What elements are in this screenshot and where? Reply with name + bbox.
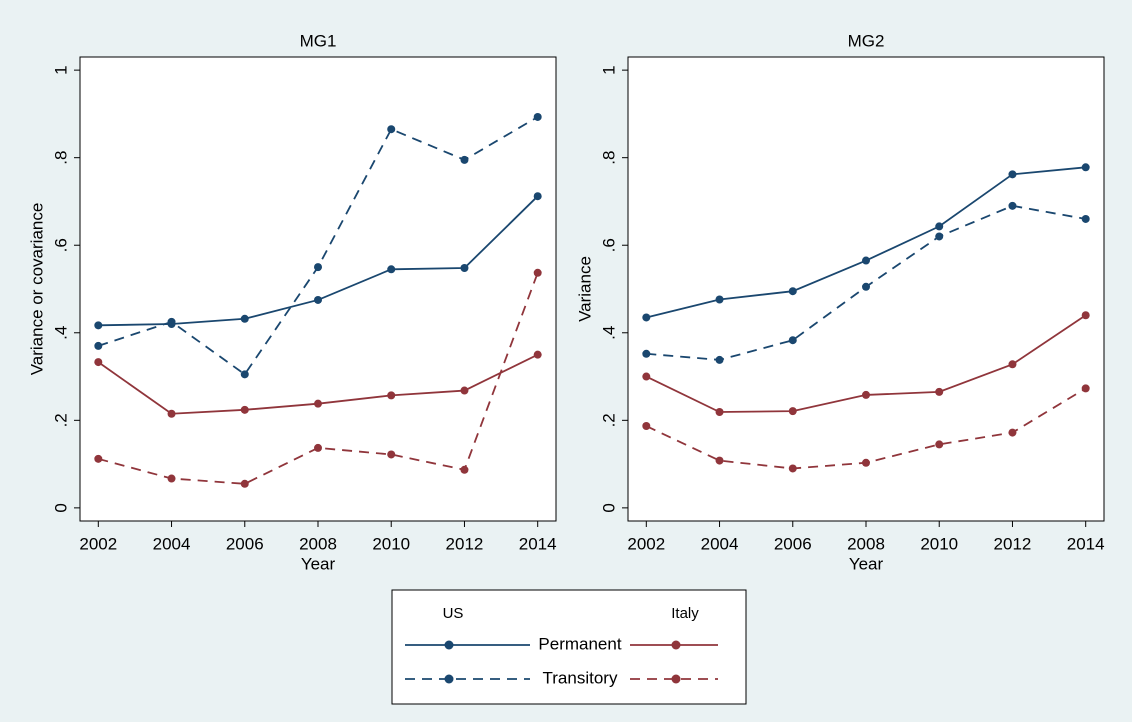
y-axis-label: Variance or covariance <box>27 203 46 376</box>
legend-marker <box>444 674 454 684</box>
data-point <box>94 341 103 350</box>
data-point <box>788 287 797 296</box>
data-point <box>314 295 322 304</box>
y-tick-label: 1 <box>51 65 70 74</box>
x-tick-label: 2010 <box>920 534 958 553</box>
x-tick-label: 2008 <box>847 534 885 553</box>
data-point <box>314 263 322 272</box>
data-point <box>314 443 322 452</box>
data-point <box>788 407 797 416</box>
data-point <box>460 465 469 474</box>
data-point <box>240 405 249 414</box>
data-point <box>862 282 870 291</box>
data-point <box>94 321 103 330</box>
data-point <box>167 409 176 418</box>
data-point <box>240 314 249 323</box>
panel-title: MG1 <box>300 31 337 50</box>
data-point <box>642 422 651 431</box>
data-point <box>387 265 396 274</box>
data-point <box>94 358 103 367</box>
data-point <box>533 192 542 201</box>
x-tick-label: 2006 <box>226 534 264 553</box>
data-point <box>1008 201 1017 210</box>
x-axis-label: Year <box>301 554 336 573</box>
data-point <box>935 440 944 449</box>
data-point <box>533 268 542 277</box>
x-tick-label: 2014 <box>519 534 557 553</box>
y-tick-label: .8 <box>51 151 70 165</box>
y-tick-label: 0 <box>599 503 618 512</box>
data-point <box>642 313 651 322</box>
data-point <box>1008 428 1017 437</box>
data-point <box>1008 170 1017 179</box>
data-point <box>533 112 542 121</box>
data-point <box>387 391 396 400</box>
data-point <box>94 454 103 463</box>
legend-column-header: Italy <box>671 605 699 622</box>
data-point <box>240 479 249 488</box>
x-tick-label: 2006 <box>774 534 812 553</box>
data-point <box>1081 214 1090 223</box>
data-point <box>642 372 651 381</box>
x-axis-label: Year <box>849 554 884 573</box>
data-point <box>240 370 249 379</box>
data-point <box>935 232 944 241</box>
data-point <box>788 464 797 473</box>
data-point <box>460 386 469 395</box>
x-tick-label: 2004 <box>701 534 739 553</box>
data-point <box>460 155 469 164</box>
y-tick-label: .8 <box>599 151 618 165</box>
x-tick-label: 2004 <box>153 534 191 553</box>
data-point <box>387 125 396 134</box>
data-point <box>314 399 322 408</box>
legend-column-header: US <box>443 605 464 622</box>
legend-label: Transitory <box>543 668 618 687</box>
x-tick-label: 2012 <box>994 534 1032 553</box>
data-point <box>715 295 724 304</box>
y-tick-label: .4 <box>51 326 70 340</box>
data-point <box>862 458 870 467</box>
y-tick-label: .6 <box>51 238 70 252</box>
y-axis-label: Variance <box>575 256 594 322</box>
data-point <box>642 349 651 358</box>
data-point <box>788 336 797 345</box>
data-point <box>715 355 724 364</box>
legend-marker <box>444 640 454 650</box>
data-point <box>387 450 396 459</box>
data-point <box>1081 384 1090 393</box>
data-point <box>715 408 724 417</box>
y-tick-label: .4 <box>599 326 618 340</box>
data-point <box>1081 311 1090 320</box>
data-point <box>533 350 542 359</box>
x-tick-label: 2012 <box>446 534 484 553</box>
data-point <box>1008 360 1017 369</box>
legend-marker <box>671 640 681 650</box>
x-tick-label: 2002 <box>627 534 665 553</box>
data-point <box>167 317 176 326</box>
y-tick-label: .6 <box>599 238 618 252</box>
data-point <box>460 263 469 272</box>
data-point <box>935 387 944 396</box>
y-tick-label: 1 <box>599 65 618 74</box>
plot-area <box>79 56 557 522</box>
y-tick-label: 0 <box>51 503 70 512</box>
x-tick-label: 2014 <box>1067 534 1105 553</box>
x-tick-label: 2008 <box>299 534 337 553</box>
y-tick-label: .2 <box>599 413 618 427</box>
data-point <box>935 222 944 231</box>
x-tick-label: 2002 <box>79 534 117 553</box>
x-tick-label: 2010 <box>372 534 410 553</box>
y-tick-label: .2 <box>51 413 70 427</box>
data-point <box>1081 163 1090 172</box>
data-point <box>862 256 870 265</box>
data-point <box>862 390 870 399</box>
panel-title: MG2 <box>848 31 885 50</box>
data-point <box>167 474 176 483</box>
data-point <box>715 456 724 465</box>
legend-label: Permanent <box>538 634 621 653</box>
legend-marker <box>671 674 681 684</box>
